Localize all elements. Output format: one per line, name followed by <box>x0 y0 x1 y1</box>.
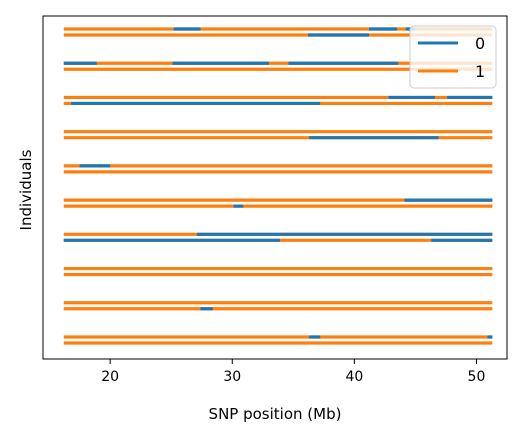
x-tick-label-40: 40 <box>345 369 363 385</box>
x-axis: 20 30 40 50 <box>101 359 485 385</box>
x-tick-label-30: 30 <box>223 369 241 385</box>
y-axis-label: Individuals <box>17 149 35 230</box>
x-tick-label-50: 50 <box>468 369 486 385</box>
x-axis-label: SNP position (Mb) <box>209 405 342 423</box>
legend: 0 1 <box>409 25 497 89</box>
legend-label-0: 0 <box>475 34 485 53</box>
plot-frame <box>42 15 508 360</box>
x-tick-label-20: 20 <box>101 369 119 385</box>
legend-label-1: 1 <box>475 62 485 81</box>
